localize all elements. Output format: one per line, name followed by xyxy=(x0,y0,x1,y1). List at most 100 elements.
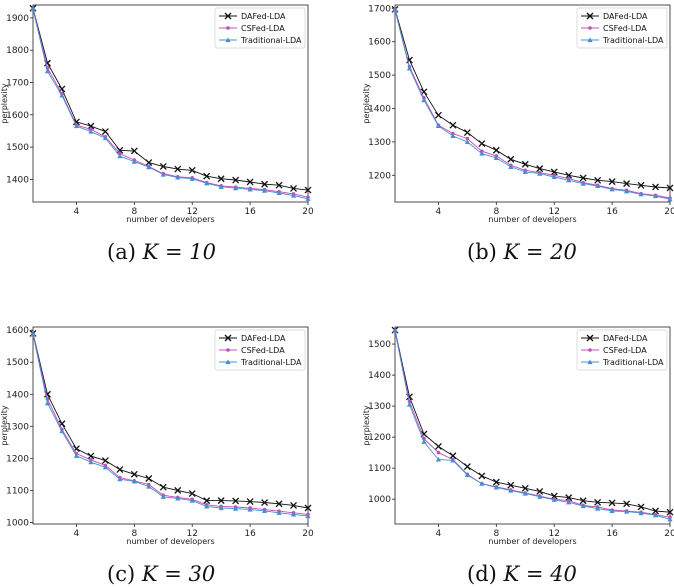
data-point-dafed-lda xyxy=(130,470,138,478)
marker-stroke xyxy=(507,481,515,489)
data-point-dafed-lda xyxy=(434,111,442,119)
data-point-traditional-lda xyxy=(30,331,36,337)
data-point-dafed-lda xyxy=(536,487,544,495)
y-tick-label: 1600 xyxy=(6,326,29,336)
data-point-dafed-lda xyxy=(58,85,66,93)
marker-stroke xyxy=(101,457,109,465)
legend-b: DAFed-LDA CSFed-LDA Traditional-LDA xyxy=(576,7,668,49)
data-point-dafed-lda xyxy=(174,165,182,173)
y-tick-label: 1300 xyxy=(368,402,391,412)
y-tick-label: 1700 xyxy=(6,79,29,89)
data-point-dafed-lda xyxy=(232,497,240,505)
data-point-dafed-lda xyxy=(637,503,645,511)
plot-frame-a xyxy=(32,4,309,203)
x-tick-label: 8 xyxy=(131,207,137,217)
marker-stroke xyxy=(637,181,645,189)
data-point-traditional-lda xyxy=(276,510,282,515)
data-point-traditional-lda xyxy=(479,481,485,486)
x-tick-label: 8 xyxy=(493,529,499,539)
data-point-traditional-lda xyxy=(508,164,514,170)
series-line-dafed-lda xyxy=(32,333,309,509)
data-point-traditional-lda xyxy=(146,164,152,170)
panel-d: 4 8 12 16 20 1000 1100 1200 1300 1400 1500 number o… xyxy=(362,326,674,546)
series-line-csfed-lda xyxy=(394,330,671,518)
data-point-traditional-lda xyxy=(623,188,630,194)
data-point-traditional-lda xyxy=(73,123,80,129)
legend-box xyxy=(576,329,668,371)
data-point-traditional-lda xyxy=(189,498,195,503)
marker-stroke xyxy=(246,178,254,186)
data-point-traditional-lda xyxy=(73,453,80,458)
x-tick-label: 4 xyxy=(74,529,80,539)
series-line-traditional-lda xyxy=(32,9,309,200)
data-point-traditional-lda xyxy=(522,169,528,175)
data-point-dafed-lda xyxy=(145,159,153,167)
series-line-csfed-lda xyxy=(32,8,309,198)
y-tick-label: 1900 xyxy=(6,14,29,24)
data-point-traditional-lda xyxy=(117,476,123,482)
caption-d: (d) K = 40 xyxy=(467,562,577,586)
legend-box xyxy=(214,7,306,49)
data-point-traditional-lda xyxy=(131,478,137,484)
marker-stroke xyxy=(44,390,51,398)
y-tick-label: 1300 xyxy=(368,138,391,148)
legend-marker-csfed-lda xyxy=(588,348,592,352)
data-point-traditional-lda xyxy=(464,139,470,144)
data-point-dafed-lda xyxy=(608,178,616,186)
caption-a: (a) K = 10 xyxy=(107,240,216,264)
y-axis-label: perplexity xyxy=(0,83,9,123)
y-tick-label: 1400 xyxy=(6,390,29,400)
caption-b: (b) K = 20 xyxy=(467,240,577,264)
marker-stroke xyxy=(217,175,225,183)
data-point-dafed-lda xyxy=(579,174,587,182)
plot-frame-d xyxy=(394,326,671,525)
data-point-traditional-lda xyxy=(59,92,65,98)
marker-stroke xyxy=(565,171,573,179)
data-point-csfed-lda xyxy=(436,450,441,455)
data-point-traditional-lda xyxy=(537,494,543,499)
data-point-traditional-lda xyxy=(580,503,586,509)
marker-stroke xyxy=(478,140,486,148)
marker-stroke xyxy=(87,122,95,130)
data-point-traditional-lda xyxy=(233,506,239,511)
data-point-dafed-lda xyxy=(188,490,196,498)
data-point-traditional-lda xyxy=(667,516,673,522)
data-point-traditional-lda xyxy=(218,505,224,511)
y-tick-label: 1500 xyxy=(368,71,391,81)
data-point-csfed-lda xyxy=(465,136,470,141)
data-point-dafed-lda xyxy=(174,486,182,494)
y-tick-label: 1200 xyxy=(368,171,391,181)
x-tick-label: 12 xyxy=(186,529,197,539)
data-point-traditional-lda xyxy=(392,7,398,13)
marker-stroke xyxy=(290,501,297,509)
data-point-dafed-lda xyxy=(565,494,573,502)
marker-stroke xyxy=(594,498,602,506)
y-tick-label: 1200 xyxy=(6,454,29,464)
data-point-traditional-lda xyxy=(117,153,123,159)
data-point-traditional-lda xyxy=(464,472,470,478)
data-point-traditional-lda xyxy=(204,503,210,509)
data-point-traditional-lda xyxy=(233,185,239,191)
legend-label: DAFed-LDA xyxy=(241,12,286,21)
marker-stroke xyxy=(217,497,225,505)
marker-stroke xyxy=(116,466,124,474)
marker-stroke xyxy=(174,165,182,173)
data-point-traditional-lda xyxy=(435,456,442,462)
marker-stroke xyxy=(72,118,80,126)
marker-stroke xyxy=(145,475,153,482)
legend-label: CSFed-LDA xyxy=(241,346,285,355)
legend-marker-dafed-lda xyxy=(224,12,232,20)
marker-stroke xyxy=(550,492,558,500)
data-point-traditional-lda xyxy=(88,128,94,134)
data-point-dafed-lda xyxy=(463,129,471,137)
legend-label: Traditional-LDA xyxy=(602,36,664,45)
marker-stroke xyxy=(232,176,240,184)
marker-stroke xyxy=(261,499,269,506)
marker-stroke xyxy=(174,486,182,494)
data-point-traditional-lda xyxy=(204,180,210,186)
y-tick-label: 1000 xyxy=(6,518,29,528)
data-point-dafed-lda xyxy=(188,166,196,174)
data-point-traditional-lda xyxy=(522,490,528,496)
data-point-dafed-lda xyxy=(159,483,167,491)
y-axis-label: perplexity xyxy=(0,405,9,445)
